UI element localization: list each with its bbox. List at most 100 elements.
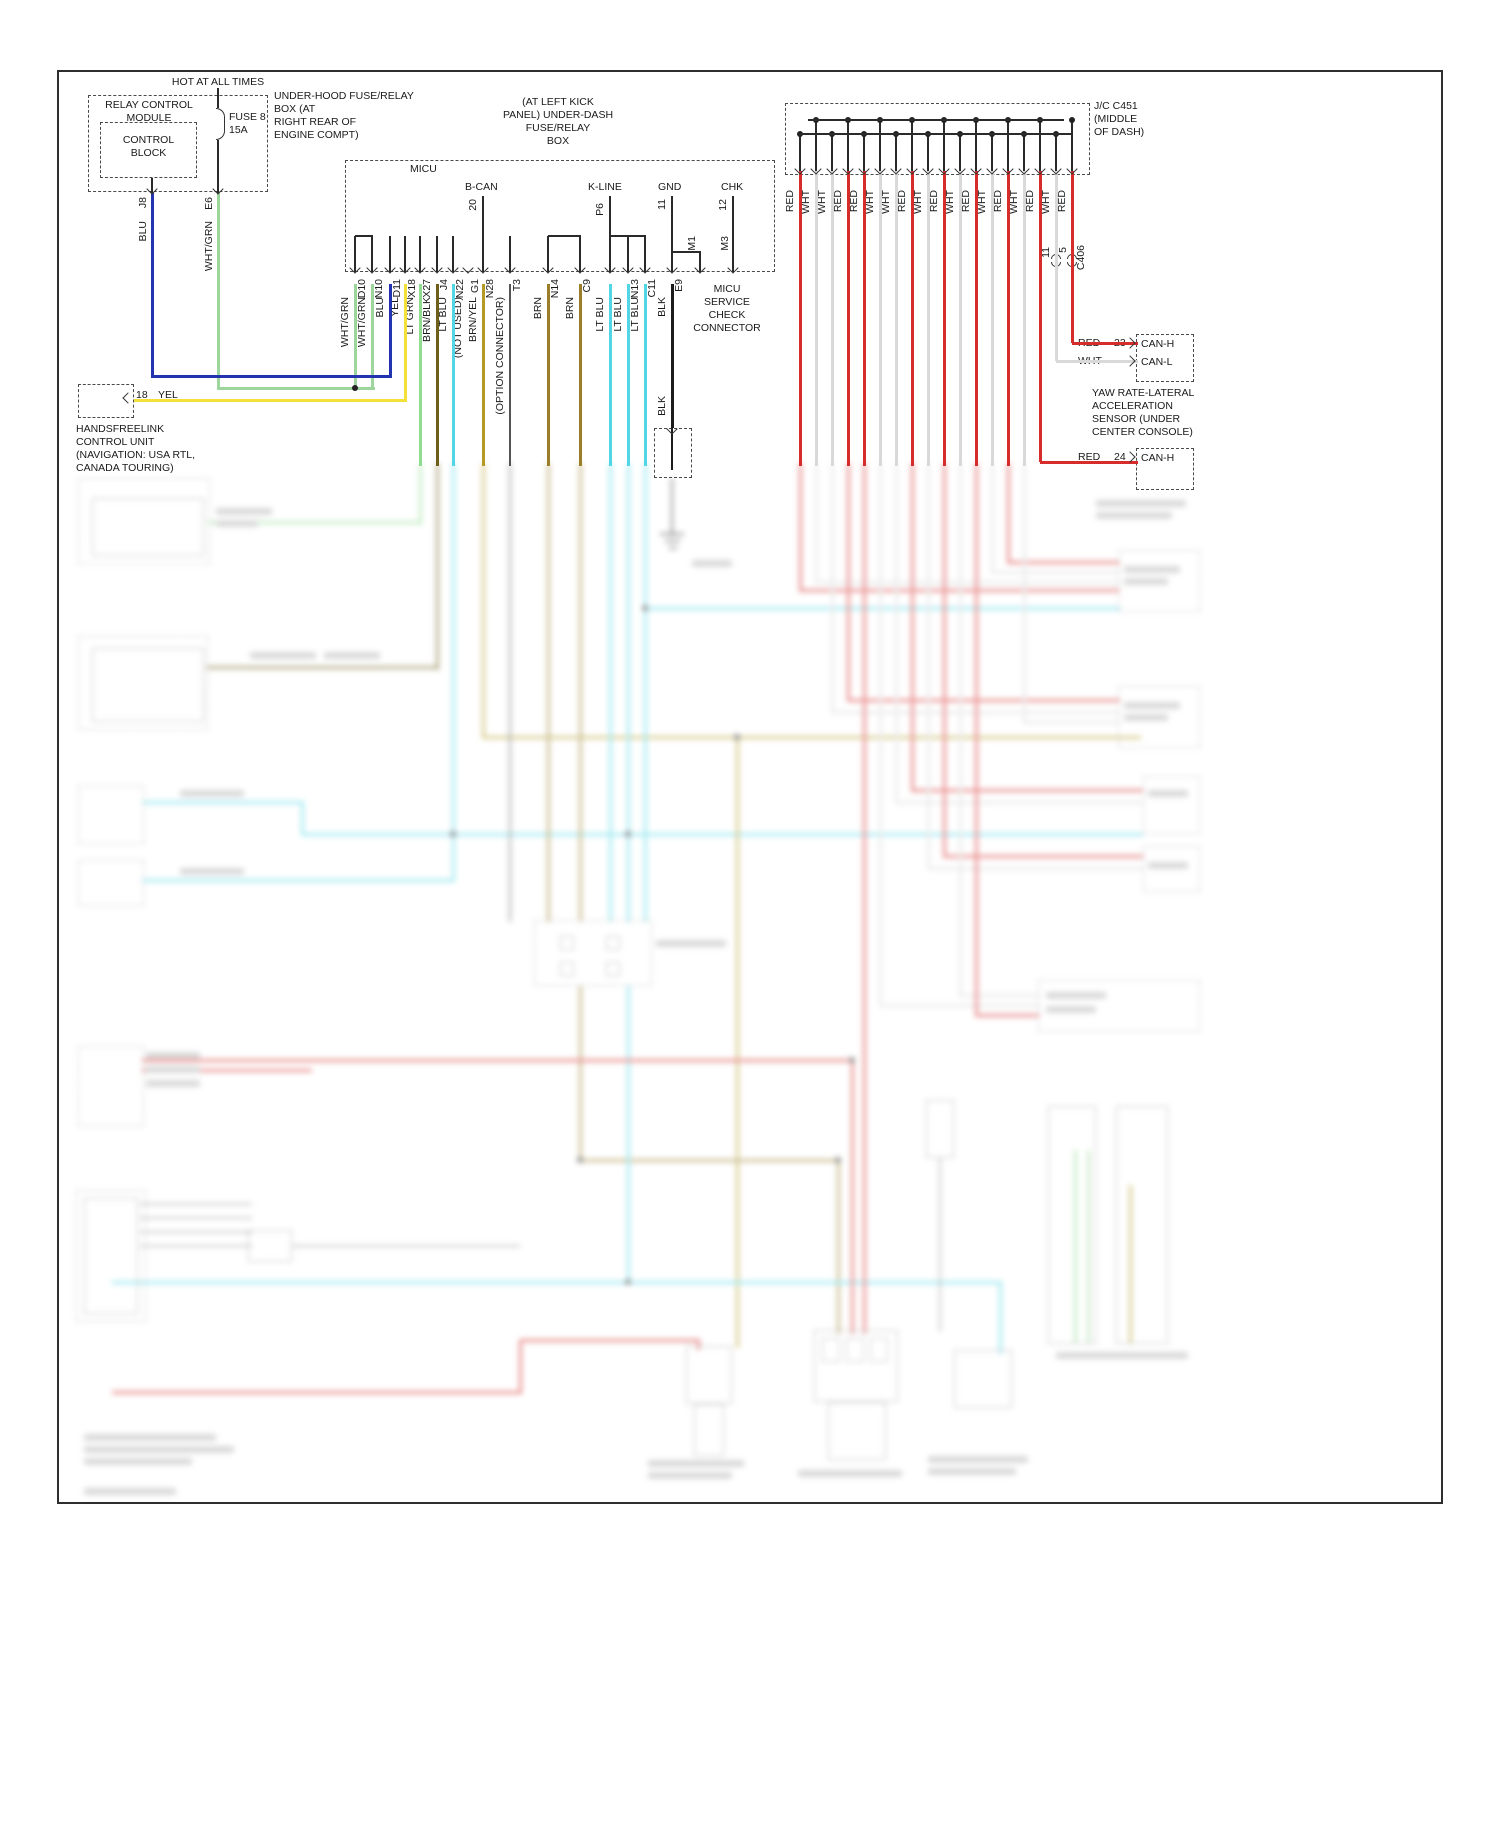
blurred-component-box (78, 636, 208, 730)
wire-segment (814, 463, 818, 584)
wire-segment (846, 463, 850, 702)
blurred-text (1096, 500, 1186, 507)
wire-segment (142, 1068, 312, 1072)
control-block-box (100, 122, 197, 178)
blurred-component-box (248, 1230, 292, 1262)
wire-junction-dot (625, 1279, 631, 1285)
fuse-label: FUSE 8 15A (229, 111, 266, 137)
wire-segment (894, 463, 898, 804)
wire-segment (481, 463, 485, 739)
jc-internal-wire (831, 134, 833, 171)
wire-segment (292, 1245, 520, 1247)
wire-segment (942, 463, 946, 858)
wire-junction-dot (352, 385, 358, 391)
jc-internal-wire (799, 134, 801, 171)
can-h-red-wire (1072, 341, 1138, 345)
hot-at-all-times-label: HOT AT ALL TIMES (171, 76, 265, 88)
jc-internal-wire (911, 120, 913, 171)
wire-junction-dot (625, 831, 631, 837)
micu-pin-stub (509, 236, 511, 272)
jc-bus-upper (808, 119, 1064, 121)
wire-segment (509, 463, 511, 922)
blurred-text (216, 508, 272, 515)
can-l-label: CAN-L (1141, 356, 1173, 368)
p6-ltblu-wire (608, 284, 612, 466)
micu-pin-stub (371, 236, 373, 272)
blurred-text (1118, 1352, 1188, 1359)
blurred-text (1124, 714, 1168, 721)
jc-wht-wire (958, 171, 962, 466)
jc-wht-wire (1022, 171, 1026, 466)
underhood-relay-module-box (88, 95, 268, 192)
wire-segment (669, 546, 677, 550)
jc-red-wire (846, 171, 850, 466)
wire-segment (939, 1158, 941, 1332)
wire-segment (992, 570, 1120, 574)
wire-segment (998, 1282, 1002, 1354)
wire-segment (990, 463, 994, 574)
wire-segment (910, 463, 914, 792)
wire-segment (142, 800, 304, 804)
wire-segment (300, 802, 304, 836)
wire-segment (518, 1340, 522, 1394)
wire-segment (608, 463, 612, 922)
blurred-component-box (78, 478, 210, 564)
jc-internal-wire (943, 120, 945, 171)
wire-junction-dot (1069, 117, 1075, 123)
wire-segment (830, 463, 834, 714)
jc-internal-wire (927, 134, 929, 171)
blurred-component-box (1143, 776, 1200, 834)
jc-internal-wire (863, 134, 865, 171)
blurred-text (146, 1052, 200, 1059)
jc-internal-wire (1023, 134, 1025, 171)
wire-segment (976, 1013, 1040, 1017)
wire-segment (660, 532, 684, 536)
jc-c451-box (785, 103, 1090, 175)
micu-pin-stub (627, 236, 629, 272)
wire-segment (140, 1217, 252, 1219)
wire-segment (578, 986, 582, 1162)
wire-segment (850, 1060, 854, 1334)
blurred-text (656, 940, 726, 947)
underdash-box-note: (AT LEFT KICK PANEL) UNDER-DASH FUSE/REL… (502, 96, 614, 148)
wire-segment (483, 735, 1141, 739)
blurred-text (798, 1470, 902, 1477)
jc-red-wire (974, 171, 978, 466)
wire-junction-dot (835, 1157, 841, 1163)
can-l-wht-wire (1056, 359, 1138, 363)
blurred-component-box (606, 936, 620, 950)
wire-segment (665, 539, 680, 543)
blurred-text (648, 1472, 732, 1479)
gnd-label: GND (658, 181, 682, 193)
wire-segment (206, 665, 439, 669)
wire-segment (816, 580, 1120, 584)
blurred-component-box (78, 786, 144, 844)
blurred-component-box (78, 1046, 144, 1126)
jc-red-wire (798, 171, 802, 466)
wire-segment (974, 463, 978, 1017)
wire-segment (926, 463, 930, 870)
control-block-output-wire (151, 178, 153, 193)
blurred-text (84, 1446, 234, 1453)
blurred-component-box (1143, 846, 1200, 892)
blurred-text (1124, 566, 1180, 573)
yaw-sensor-label: YAW RATE-LATERAL ACCELERATION SENSOR (UN… (1092, 387, 1195, 439)
sensor2-pin: 24 (1114, 451, 1126, 463)
c9-brn-wire (578, 284, 582, 466)
blurred-component-box (828, 1402, 886, 1460)
blurred-component-box (870, 1338, 888, 1362)
jc-internal-wire (895, 134, 897, 171)
wire-segment (435, 463, 439, 670)
j8-blu-wire (152, 374, 392, 378)
micu-service-check-connector-label: MICU SERVICE CHECK CONNECTOR (693, 283, 761, 335)
wire-segment (520, 1338, 700, 1342)
micu-pin-stub (436, 236, 438, 272)
fuse-output-wire (217, 140, 219, 193)
micu-pin-stub (354, 236, 356, 272)
blurred-text (928, 1468, 1016, 1475)
wire-segment (671, 478, 673, 536)
blurred-component-box (606, 962, 620, 976)
wire-segment (645, 606, 1120, 610)
micu-pin-stub (404, 236, 406, 272)
